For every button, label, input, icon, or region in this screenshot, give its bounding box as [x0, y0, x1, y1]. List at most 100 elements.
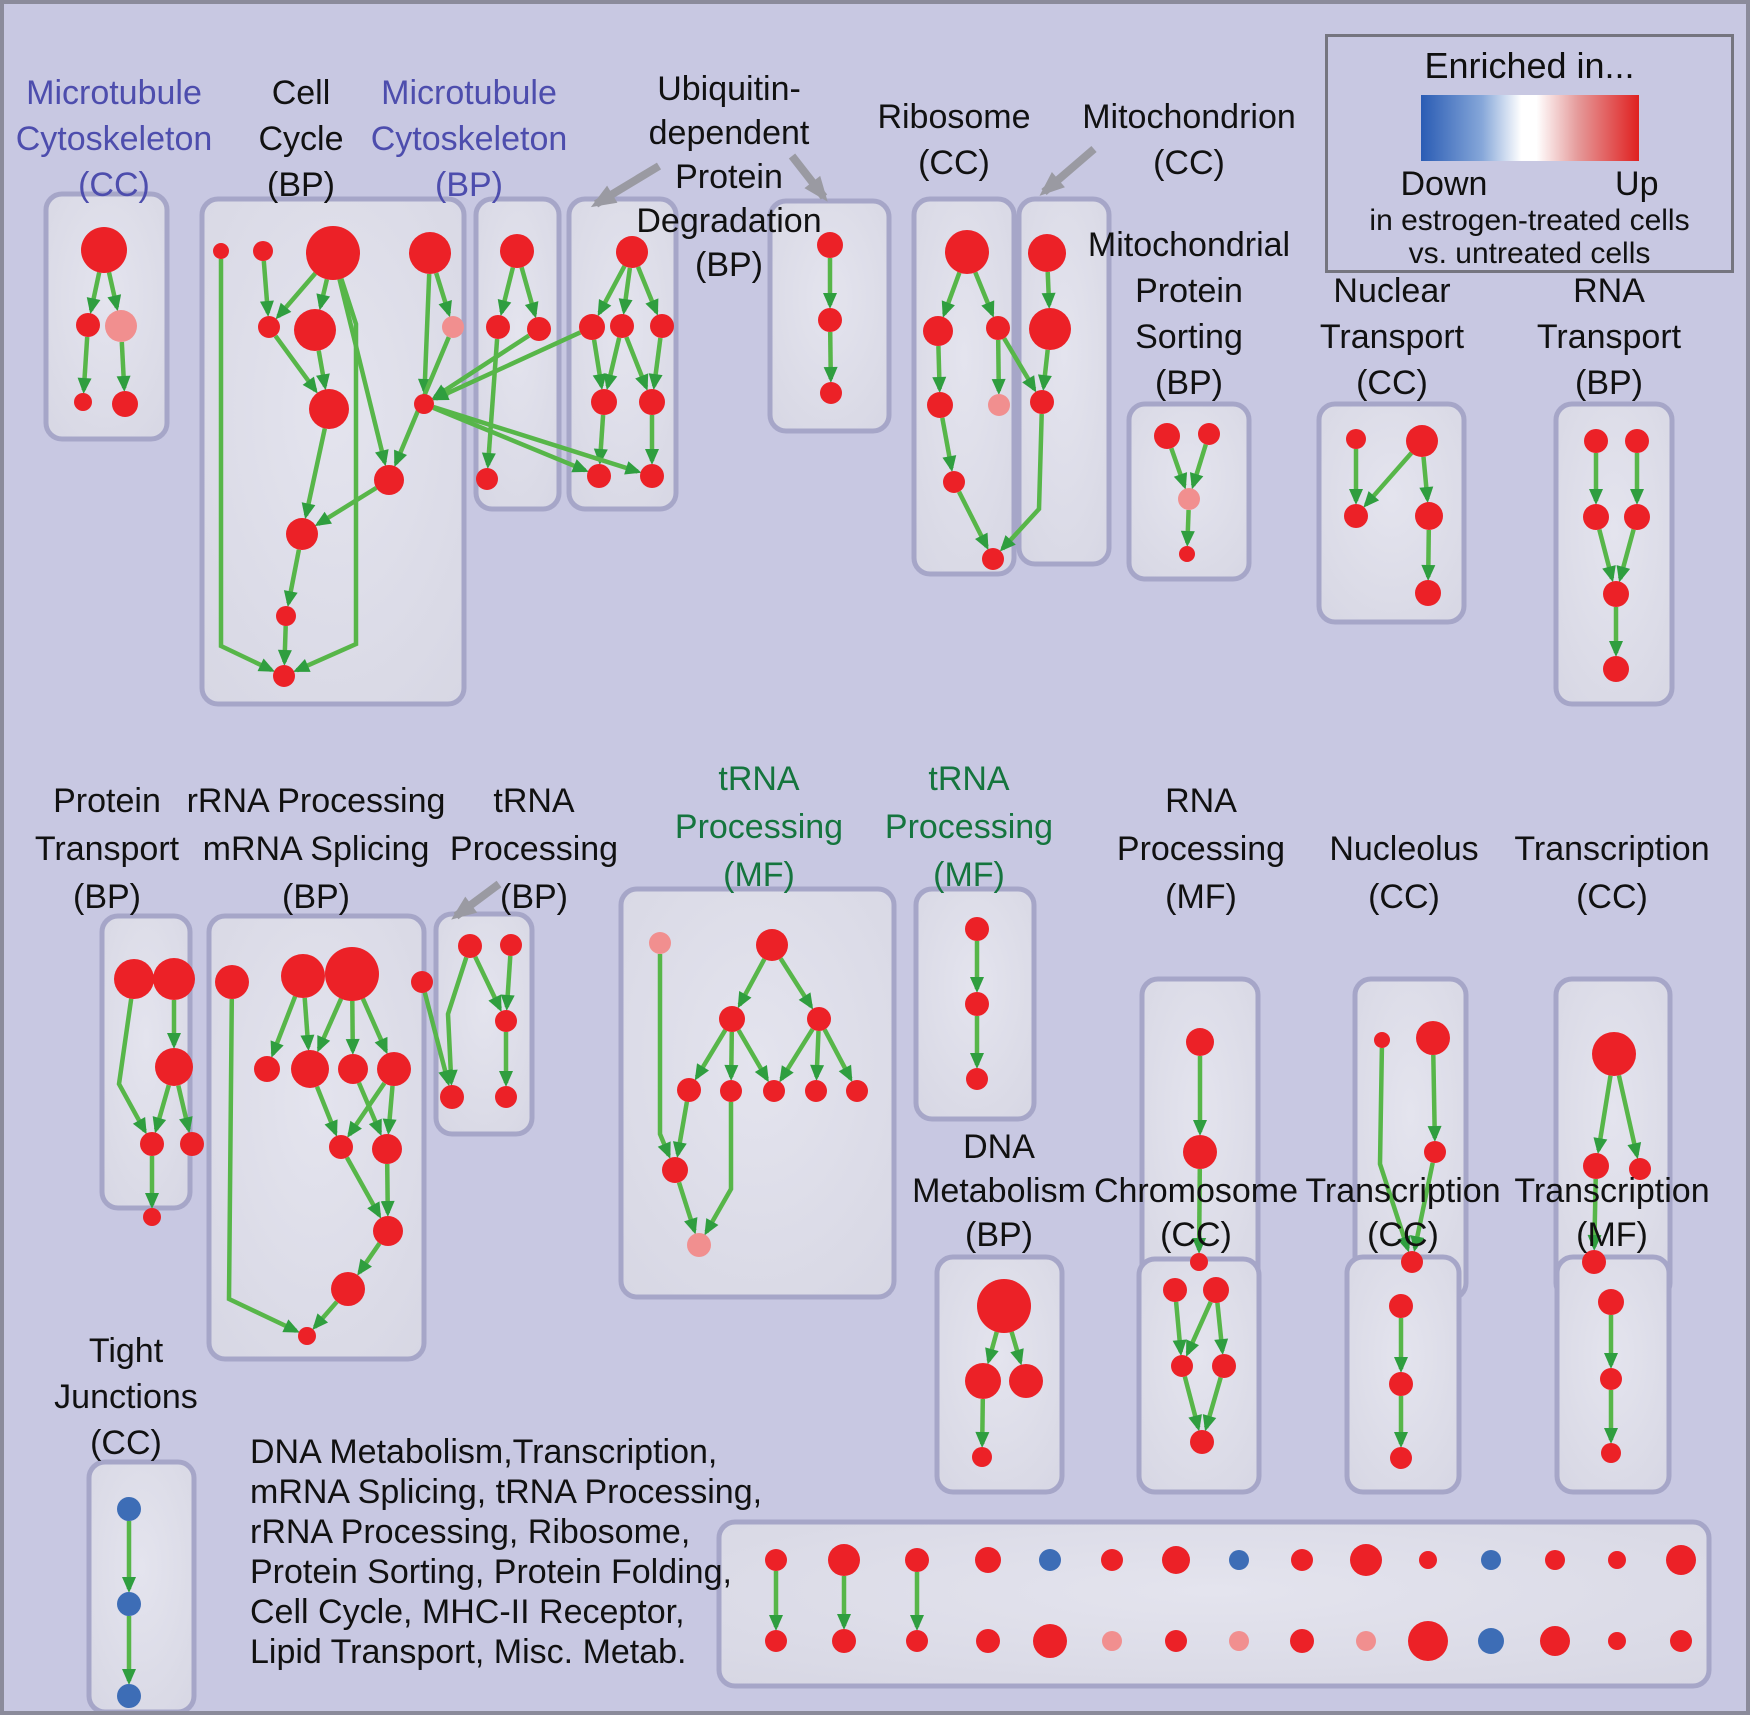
go-term-node — [476, 468, 498, 490]
go-term-node — [409, 232, 451, 274]
category-list-line: Cell Cycle, MHC-II Receptor, — [250, 1593, 685, 1631]
edge-arrow — [316, 350, 330, 391]
go-term-node — [807, 1007, 831, 1031]
go-term-node — [180, 1132, 204, 1156]
legend-subtitle-text1: in estrogen-treated cells — [1369, 204, 1690, 237]
edge-arrow — [519, 266, 539, 319]
go-term-node — [306, 226, 360, 280]
go-term-node — [587, 464, 611, 488]
edge-arrow — [314, 485, 378, 527]
go-term-node — [458, 934, 482, 958]
edge-arrow — [432, 404, 642, 475]
edge-arrow — [176, 1084, 193, 1134]
go-term-node — [906, 1630, 928, 1652]
edge-arrow — [1185, 1300, 1213, 1357]
go-term-node — [1408, 1621, 1448, 1661]
cluster-label-nuclear: Nuclear — [1333, 272, 1450, 310]
edge-arrow — [704, 1102, 734, 1236]
cluster-label-mito: (CC) — [1153, 144, 1225, 182]
legend-title: Enriched in... — [1424, 45, 1635, 86]
cluster-labels: Microtubule Cytoskeleton (CC) Cell Cycle (BP)… — [16, 70, 1710, 1462]
go-term-node — [640, 464, 664, 488]
cluster-label-ubiq_a: Ubiquitin- — [657, 70, 801, 108]
edge-arrow — [314, 1085, 338, 1137]
go-term-node — [440, 1085, 464, 1109]
go-term-node — [1102, 1631, 1122, 1651]
go-term-node — [114, 959, 154, 999]
edge-arrow — [431, 333, 531, 400]
go-term-node — [309, 389, 349, 429]
go-term-node — [1598, 1289, 1624, 1315]
go-term-node — [1154, 423, 1180, 449]
go-term-node — [965, 992, 989, 1016]
go-term-node — [1290, 1629, 1314, 1653]
go-term-node — [1600, 1368, 1622, 1390]
edge-arrow — [382, 1085, 397, 1136]
edge-arrow — [357, 1242, 382, 1276]
edge-arrow — [86, 272, 102, 315]
go-term-node — [325, 947, 379, 1001]
category-list-line: mRNA Splicing, tRNA Processing, — [250, 1473, 763, 1511]
cluster-label-tr_mf: Transcription — [1514, 1172, 1709, 1210]
edge-arrow — [985, 1331, 999, 1365]
cluster-label-mt_bp: (BP) — [435, 166, 503, 204]
go-term-node — [143, 1208, 161, 1226]
go-term-node — [1186, 1028, 1214, 1056]
go-term-node — [1291, 1549, 1313, 1571]
legend-down-label: Down — [1400, 165, 1488, 203]
edge-arrow — [417, 273, 432, 395]
go-term-node — [338, 1054, 368, 1084]
edge-arrow — [1214, 1302, 1229, 1356]
cluster-box-ubiq_a — [566, 196, 679, 512]
go-term-node — [329, 1135, 353, 1159]
category-list-line: DNA Metabolism,Transcription, — [250, 1433, 718, 1471]
go-term-node — [828, 1544, 860, 1576]
network-diagram: Microtubule Cytoskeleton (CC) Cell Cycle (BP)… — [16, 70, 1712, 1711]
go-term-node — [414, 394, 434, 414]
go-term-node — [81, 227, 127, 273]
edge-arrow — [434, 272, 452, 318]
edges — [77, 145, 1644, 1685]
go-term-node — [1401, 1251, 1423, 1273]
cluster-label-mito_sort: Sorting — [1135, 318, 1243, 356]
edge-arrow — [259, 260, 274, 317]
cluster-label-dna_met: DNA — [963, 1128, 1035, 1166]
go-term-node — [1603, 656, 1629, 682]
edge-arrow — [116, 998, 147, 1135]
go-term-node — [372, 1134, 402, 1164]
edge-arrow — [1427, 1054, 1442, 1142]
legend-up-label: Up — [1615, 165, 1659, 203]
edge-arrow — [1009, 1331, 1024, 1366]
cluster-label-trna_mf1: Processing — [675, 808, 843, 846]
edge-arrow — [345, 1000, 360, 1055]
edge-arrow — [1189, 443, 1208, 490]
go-term-node — [977, 1279, 1031, 1333]
edge-arrow — [1202, 1376, 1223, 1432]
edge-arrow — [941, 271, 962, 318]
edge-arrow — [116, 341, 131, 392]
edge-arrow — [1616, 1075, 1642, 1160]
edge-arrow — [497, 266, 516, 317]
go-term-node — [105, 310, 137, 342]
cluster-label-cell_cycle: (BP) — [267, 166, 335, 204]
go-term-node — [140, 1132, 164, 1156]
cluster-box-mt_cc — [43, 191, 170, 442]
go-term-node — [765, 1630, 787, 1652]
go-term-node — [1212, 1354, 1236, 1378]
cluster-label-trna_bp: (BP) — [500, 878, 568, 916]
category-list: DNA Metabolism,Transcription, mRNA Splic… — [250, 1432, 763, 1672]
edge-arrow — [624, 336, 649, 391]
go-term-node — [377, 1052, 411, 1086]
go-term-node — [616, 236, 648, 268]
go-term-node — [291, 1050, 329, 1088]
cluster-label-mito: Mitochondrion — [1082, 98, 1296, 136]
go-term-node — [1171, 1355, 1193, 1377]
edge-arrow — [657, 954, 671, 1159]
go-term-node — [1028, 234, 1066, 272]
edge-arrow — [823, 331, 838, 383]
edge-arrow — [432, 330, 582, 401]
edge-arrow — [779, 1028, 815, 1083]
go-term-node — [1424, 1141, 1446, 1163]
go-term-node — [988, 394, 1010, 416]
go-term-node — [1584, 429, 1608, 453]
